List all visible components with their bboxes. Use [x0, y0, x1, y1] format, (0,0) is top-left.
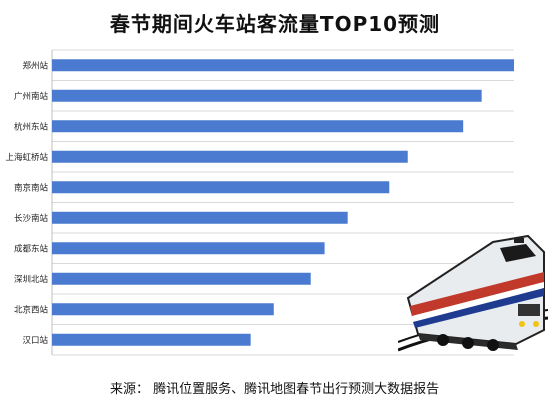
bar: [52, 303, 274, 316]
category-label: 汉口站: [22, 335, 48, 346]
source-note: 来源： 腾讯位置服务、腾讯地图春节出行预测大数据报告: [110, 382, 440, 397]
category-label: 上海虹桥站: [5, 152, 48, 163]
category-label: 北京西站: [14, 304, 49, 315]
bar: [52, 181, 390, 194]
category-label: 南京南站: [14, 182, 49, 193]
category-label: 杭州东站: [14, 121, 49, 132]
bar: [52, 120, 464, 133]
category-label: 深圳北站: [14, 274, 49, 285]
bar: [52, 150, 408, 163]
category-label: 成都东站: [14, 243, 49, 254]
bar: [52, 59, 514, 72]
bar: [52, 211, 348, 224]
train-illustration: [398, 234, 548, 352]
bar: [52, 272, 311, 285]
bar: [52, 333, 251, 346]
category-label: 长沙南站: [14, 213, 49, 224]
category-label: 广州南站: [14, 91, 49, 102]
bar: [52, 242, 325, 255]
bar: [52, 89, 482, 102]
chart-title: 春节期间火车站客流量TOP10预测: [109, 12, 441, 36]
category-label: 郑州站: [22, 60, 48, 71]
